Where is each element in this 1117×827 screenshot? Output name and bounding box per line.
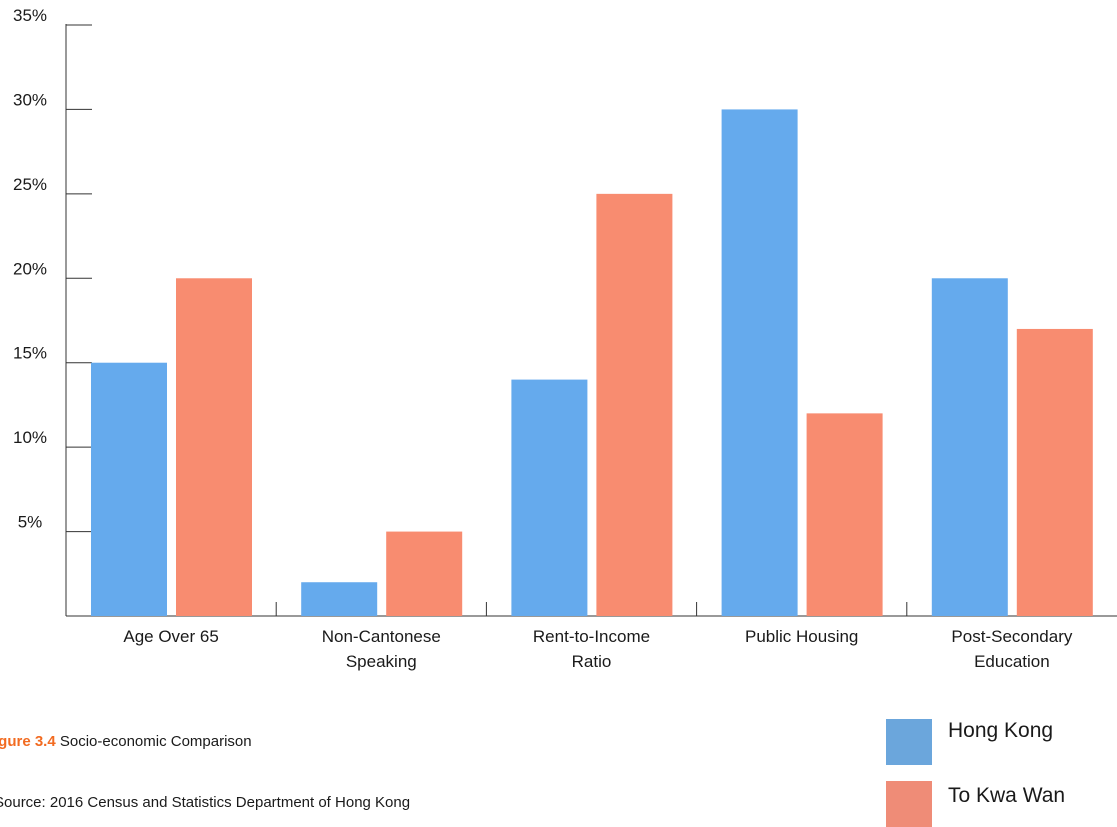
legend-label-hong-kong: Hong Kong: [948, 719, 1054, 742]
bar-to-kwa-wan: [176, 278, 252, 616]
y-tick-label: 15%: [13, 344, 47, 363]
figure-caption: igure 3.4 Socio-economic Comparison: [0, 733, 252, 750]
y-tick-label: 10%: [13, 428, 47, 447]
x-category-label: Rent-to-Income: [533, 627, 650, 646]
figure-caption-text: Socio-economic Comparison: [55, 733, 252, 750]
y-tick-label: 20%: [13, 259, 47, 278]
bar-hong-kong: [511, 379, 588, 616]
legend-item-to-kwa-wan: To Kwa Wan: [886, 781, 1116, 827]
figure-label: igure 3.4: [0, 733, 56, 750]
bar-to-kwa-wan: [1016, 328, 1093, 616]
bar-chart: 5% 10% 15% 20% 25% 30% 35% Age Over 65 Non-Canto…: [13, 6, 1117, 671]
x-category-label: Speaking: [346, 652, 417, 671]
y-tick-label: 5%: [18, 513, 43, 532]
x-category-label: Age Over 65: [123, 627, 218, 646]
bar-to-kwa-wan: [806, 413, 883, 616]
y-tick-label: 35%: [13, 6, 47, 25]
x-category-label: Education: [974, 652, 1050, 671]
legend-swatch-hong-kong: [886, 719, 932, 765]
bar-hong-kong: [91, 362, 167, 616]
bar-to-kwa-wan: [386, 531, 463, 616]
x-category-label: Non-Cantonese: [322, 627, 441, 646]
legend-item-hong-kong: Hong Kong: [886, 719, 1116, 765]
y-tick-label: 25%: [13, 175, 47, 194]
bar-hong-kong: [721, 109, 798, 616]
x-category-label: Ratio: [572, 652, 612, 671]
bar-hong-kong: [301, 582, 378, 616]
legend-label-to-kwa-wan: To Kwa Wan: [948, 784, 1066, 807]
y-tick-label: 30%: [13, 90, 47, 109]
bar-hong-kong: [931, 278, 1008, 616]
legend-swatch-to-kwa-wan: [886, 781, 932, 827]
x-category-label: Post-Secondary: [951, 627, 1072, 646]
bar-to-kwa-wan: [596, 193, 673, 616]
x-category-label: Public Housing: [745, 627, 858, 646]
source-note: Source: 2016 Census and Statistics Depar…: [0, 794, 411, 811]
